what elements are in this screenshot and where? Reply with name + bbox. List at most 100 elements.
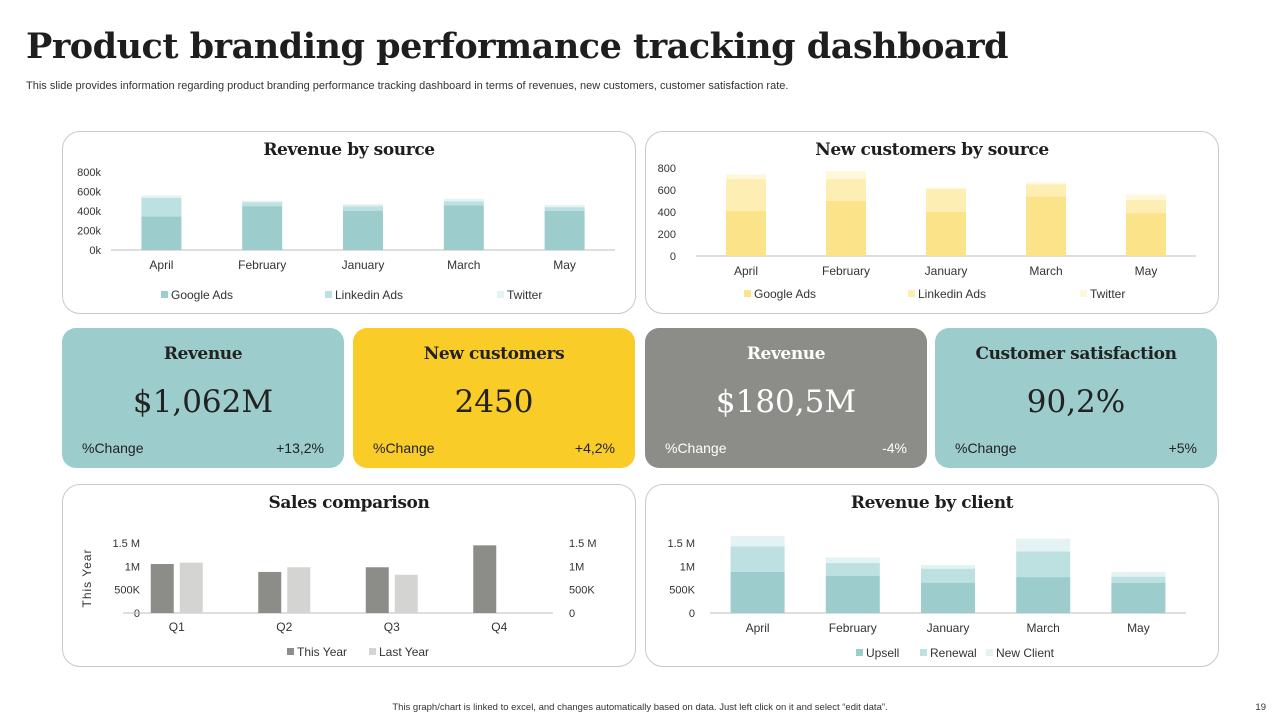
y-tick-label: 600k xyxy=(77,187,101,199)
kpi-change-label: %Change xyxy=(955,440,1017,456)
revenue-by-source-chart[interactable]: 0k 200k 400k 600k 800k April February January Ma… xyxy=(63,132,637,315)
legend-label: This Year xyxy=(297,645,347,659)
bar-new-client xyxy=(730,536,785,547)
legend-label: Renewal xyxy=(930,646,977,660)
bar-new-client xyxy=(1016,538,1071,552)
bar-new-client xyxy=(825,557,880,564)
bar-google-ads xyxy=(726,210,766,256)
sales-comparison-panel: Sales comparison 0 500K 1M 1.5 M 0 500K 1M 1.5 … xyxy=(62,484,636,667)
y-tick-label: 0 xyxy=(670,251,676,263)
kpi-change-value: +13,2% xyxy=(276,440,324,456)
kpi-value: 2450 xyxy=(454,384,534,420)
y-tick-label: 0 xyxy=(134,608,140,620)
chart-title: Revenue by client xyxy=(850,493,1014,513)
bar-this-year xyxy=(473,545,497,613)
bar-upsell xyxy=(730,571,785,613)
bar-upsell xyxy=(1111,582,1166,613)
legend-label: New Client xyxy=(996,646,1055,660)
kpi-title: New customers xyxy=(423,344,565,364)
x-tick-label: Q3 xyxy=(384,620,400,634)
y-tick-label: 400k xyxy=(77,206,101,218)
legend-label: Twitter xyxy=(507,288,542,302)
bar-linkedin-ads xyxy=(926,188,966,212)
bar-this-year xyxy=(365,567,389,613)
kpi-change-value: +4,2% xyxy=(574,440,615,456)
legend-swatch xyxy=(161,291,168,298)
legend-label: Linkedin Ads xyxy=(335,288,403,302)
bar-linkedin-ads xyxy=(443,201,484,206)
revenue-by-client-chart[interactable]: 0 500K 1M 1.5 M April February January March May… xyxy=(646,485,1220,668)
x-tick-label: February xyxy=(238,258,286,272)
x-tick-label: January xyxy=(342,258,385,272)
y2-tick-label: 500K xyxy=(569,585,595,597)
bar-new-client xyxy=(1111,571,1166,577)
kpi-card-new-customers[interactable]: New customers 2450 %Change +4,2% xyxy=(353,328,635,468)
bar-twitter xyxy=(726,174,766,179)
bar-linkedin-ads xyxy=(544,207,585,211)
kpi-card-revenue[interactable]: Revenue $1,062M %Change +13,2% xyxy=(62,328,344,468)
legend-swatch xyxy=(1080,290,1087,297)
bar-twitter xyxy=(826,171,866,179)
bar-twitter xyxy=(141,195,182,198)
y-tick-label: 0k xyxy=(89,245,101,257)
y-tick-label: 1.5 M xyxy=(667,538,695,550)
y-tick-label: 1M xyxy=(680,561,695,573)
bar-renewal xyxy=(1016,551,1071,578)
page-title: Product branding performance tracking da… xyxy=(26,26,1009,67)
legend-label: Twitter xyxy=(1090,287,1125,301)
bar-upsell xyxy=(921,582,975,613)
bar-linkedin-ads xyxy=(1126,199,1166,214)
kpi-value: $180,5M xyxy=(715,384,857,420)
bar-google-ads xyxy=(141,216,182,250)
y-tick-label: 200 xyxy=(658,229,676,241)
kpi-change-label: %Change xyxy=(373,440,435,456)
bar-twitter xyxy=(443,198,484,202)
x-tick-label: February xyxy=(822,264,870,278)
bar-last-year xyxy=(179,562,203,613)
x-tick-label: March xyxy=(447,258,480,272)
kpi-change-value: -4% xyxy=(882,440,907,456)
bar-google-ads xyxy=(242,206,283,250)
bar-renewal xyxy=(825,563,880,576)
kpi-title: Customer satisfaction xyxy=(975,344,1177,364)
kpi-card-customer-satisfaction[interactable]: Customer satisfaction 90,2% %Change +5% xyxy=(935,328,1217,468)
y-tick-label: 400 xyxy=(658,207,676,219)
bar-new-client xyxy=(921,564,975,569)
legend-swatch xyxy=(287,648,294,655)
bar-linkedin-ads xyxy=(343,206,383,211)
kpi-title: Revenue xyxy=(163,344,243,364)
legend-swatch xyxy=(744,290,751,297)
bar-renewal xyxy=(730,546,785,572)
bar-this-year xyxy=(150,564,174,613)
y-tick-label: 800k xyxy=(77,167,101,179)
kpi-change-label: %Change xyxy=(82,440,144,456)
y-tick-label: 500K xyxy=(669,585,695,597)
bar-linkedin-ads xyxy=(242,202,283,207)
legend-label: Upsell xyxy=(866,646,899,660)
y2-tick-label: 1.5 M xyxy=(569,538,597,550)
bar-google-ads xyxy=(926,212,966,256)
sales-comparison-chart[interactable]: 0 500K 1M 1.5 M 0 500K 1M 1.5 M This Year Q1 Q2 Q3 Q… xyxy=(63,485,637,668)
bar-twitter xyxy=(343,204,383,207)
legend-swatch xyxy=(986,649,993,656)
legend-label: Last Year xyxy=(379,645,429,659)
y2-tick-label: 1M xyxy=(569,561,584,573)
kpi-change-value: +5% xyxy=(1168,440,1197,456)
x-tick-label: April xyxy=(746,621,770,635)
footer-note: This graph/chart is linked to excel, and… xyxy=(392,702,888,713)
kpi-card-revenue-secondary[interactable]: Revenue $180,5M %Change -4% xyxy=(645,328,927,468)
bar-this-year xyxy=(258,571,282,613)
bar-twitter xyxy=(544,205,585,208)
y-tick-label: 600 xyxy=(658,185,676,197)
x-tick-label: May xyxy=(1127,621,1150,635)
bar-upsell xyxy=(825,575,880,613)
bar-twitter xyxy=(1126,194,1166,200)
bar-google-ads xyxy=(544,211,585,250)
page-subtitle: This slide provides information regardin… xyxy=(26,80,789,92)
legend-swatch xyxy=(369,648,376,655)
new-customers-by-source-chart[interactable]: 0 200 400 600 800 April February January March Ma… xyxy=(646,132,1220,315)
kpi-title: Revenue xyxy=(746,344,826,364)
legend-label: Linkedin Ads xyxy=(918,287,986,301)
bar-linkedin-ads xyxy=(141,197,182,217)
chart-title: Sales comparison xyxy=(268,493,430,513)
